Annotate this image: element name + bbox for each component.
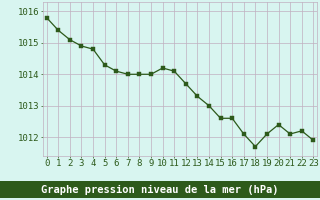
Text: Graphe pression niveau de la mer (hPa): Graphe pression niveau de la mer (hPa) bbox=[41, 184, 279, 195]
